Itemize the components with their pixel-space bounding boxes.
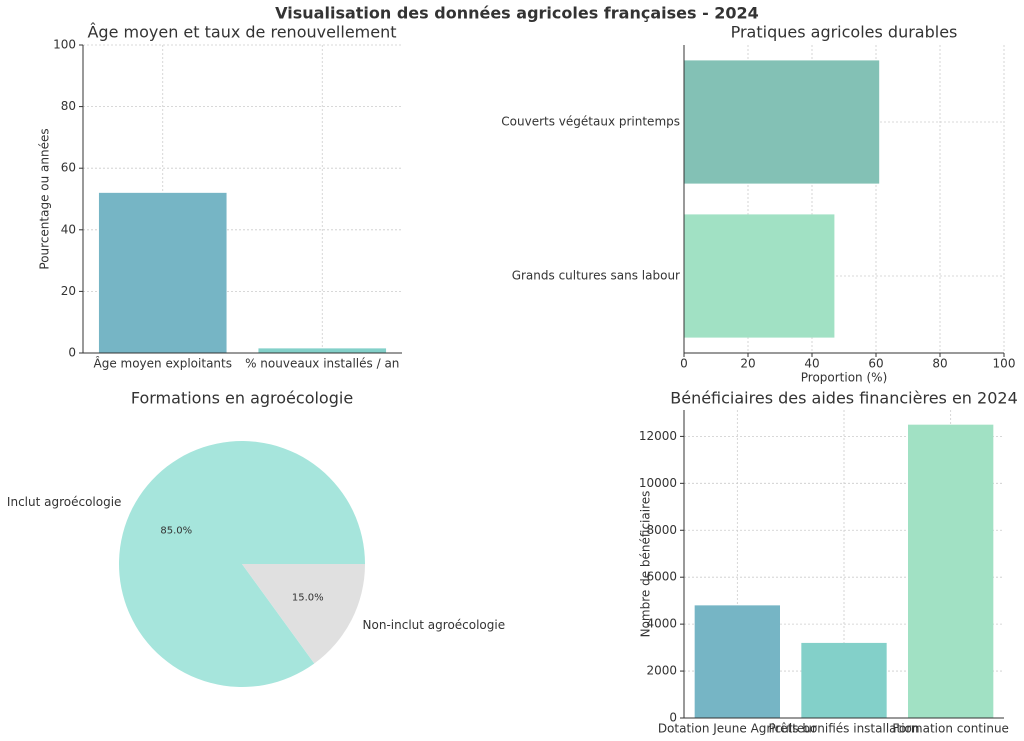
y-tick-label: 80 xyxy=(61,99,76,113)
y-tick-label: 100 xyxy=(53,38,76,52)
value-label: 15.0% xyxy=(292,593,324,604)
x-tick-label: 0 xyxy=(680,357,688,371)
chart-title: Bénéficiaires des aides financières en 2… xyxy=(670,389,1018,408)
x-tick-label: % nouveaux installés / an xyxy=(245,357,399,371)
page-title: Visualisation des données agricoles fran… xyxy=(275,4,759,23)
y-tick-label: 0 xyxy=(68,346,76,360)
chart-title: Formations en agroécologie xyxy=(131,389,353,408)
bar xyxy=(258,348,387,353)
slice-label: Non-inclut agroécologie xyxy=(363,618,506,632)
x-tick-label: 100 xyxy=(993,357,1016,371)
bar xyxy=(684,214,835,338)
y-axis-label: Pourcentage ou années xyxy=(38,128,52,269)
slice-label: Inclut agroécologie xyxy=(7,495,122,509)
x-tick-label: Âge moyen exploitants xyxy=(94,356,232,371)
bar xyxy=(98,192,227,353)
bar xyxy=(694,605,780,718)
y-tick-label: 12000 xyxy=(639,429,677,443)
x-tick-label: 60 xyxy=(868,357,883,371)
y-tick-label: Grands cultures sans labour xyxy=(512,269,680,283)
x-tick-label: Formation continue xyxy=(892,722,1009,736)
chart-title: Âge moyen et taux de renouvellement xyxy=(87,23,396,42)
bar xyxy=(908,424,994,718)
pie-slice xyxy=(242,564,365,664)
value-label: 85.0% xyxy=(160,525,192,536)
y-tick-label: 8000 xyxy=(646,523,677,537)
y-tick-label: 2000 xyxy=(646,664,677,678)
x-tick-label: 80 xyxy=(932,357,947,371)
y-tick-label: 6000 xyxy=(646,570,677,584)
bar xyxy=(801,642,887,718)
y-axis-label: Nombre de bénéficiaires xyxy=(639,491,653,638)
x-tick-label: 20 xyxy=(740,357,755,371)
bar xyxy=(684,60,880,184)
x-tick-label: Prêts bonifiés installation xyxy=(768,722,919,736)
y-tick-label: 20 xyxy=(61,284,76,298)
chart-title: Pratiques agricoles durables xyxy=(731,23,958,42)
x-tick-label: 40 xyxy=(804,357,819,371)
y-tick-label: 40 xyxy=(61,222,76,236)
x-axis-label: Proportion (%) xyxy=(801,371,888,385)
y-tick-label: Couverts végétaux printemps xyxy=(501,115,680,129)
x-tick-label: Dotation Jeune Agriculteur xyxy=(658,722,817,736)
pie-slice xyxy=(118,440,365,687)
y-tick-label: 4000 xyxy=(646,617,677,631)
y-tick-label: 0 xyxy=(669,711,677,725)
y-tick-label: 10000 xyxy=(639,476,677,490)
y-tick-label: 60 xyxy=(61,161,76,175)
